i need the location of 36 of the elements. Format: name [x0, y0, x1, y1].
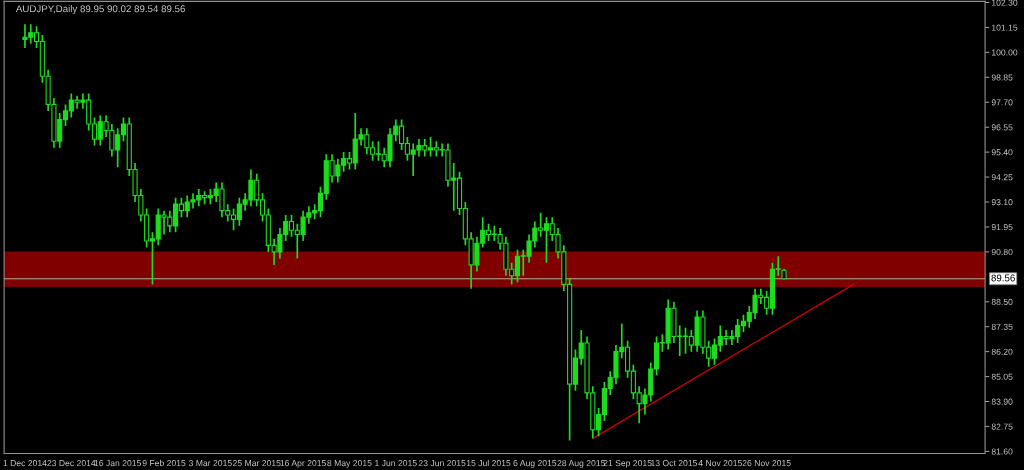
x-tick-label: 16 Jan 2015: [94, 460, 142, 467]
chart-title: AUDJPY,Daily 89.95 90.02 89.54 89.56: [15, 5, 185, 15]
y-tick-label: 88.50: [991, 298, 1013, 305]
x-tick-label: 23 Jun 2015: [418, 460, 466, 467]
y-tick-label: 93.10: [991, 199, 1013, 206]
x-tick-label: 25 Mar 2015: [232, 460, 281, 467]
y-tick-label: 96.55: [991, 124, 1013, 131]
y-tick-label: 90.80: [991, 248, 1013, 256]
y-tick-label: 101.15: [991, 24, 1018, 31]
x-tick-label: 26 Nov 2015: [742, 460, 791, 467]
y-tick-label: 82.75: [991, 423, 1013, 430]
y-tick-label: 97.70: [991, 99, 1013, 106]
y-tick-label: 81.60: [991, 448, 1013, 455]
x-tick-label: 21 Sep 2015: [603, 460, 652, 468]
y-tick-label: 91.95: [991, 224, 1013, 231]
y-tick-label: 102.30: [991, 0, 1018, 6]
y-tick-label: 87.35: [991, 323, 1013, 330]
x-tick-label: 1 Jun 2015: [375, 460, 417, 467]
x-tick-label: 1 Dec 2014: [3, 460, 47, 467]
x-tick-label: 13 Oct 2015: [651, 460, 698, 467]
x-tick-label: 9 Feb 2015: [142, 459, 186, 467]
y-tick-label: 86.20: [991, 348, 1013, 355]
x-tick-label: 15 Jul 2015: [466, 459, 511, 467]
x-tick-label: 8 May 2015: [327, 460, 372, 468]
x-tick-label: 23 Dec 2014: [47, 460, 96, 467]
y-tick-label: 83.90: [991, 398, 1013, 405]
y-tick-label: 98.85: [991, 74, 1013, 81]
y-tick-label: 95.40: [991, 149, 1013, 156]
y-tick-label: 100.00: [991, 49, 1018, 56]
x-tick-label: 3 Mar 2015: [188, 460, 232, 467]
x-tick-label: 6 Aug 2015: [513, 460, 557, 468]
y-tick-label: 85.05: [991, 373, 1013, 380]
x-tick-label: 16 Apr 2015: [280, 460, 326, 468]
y-tick-label: 94.25: [991, 174, 1013, 181]
x-tick-label: 4 Nov 2015: [698, 460, 742, 467]
ref-line-label: 89.56: [991, 274, 1015, 282]
